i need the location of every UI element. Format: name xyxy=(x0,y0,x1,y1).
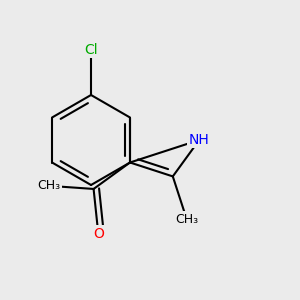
Text: NH: NH xyxy=(189,133,210,147)
Text: CH₃: CH₃ xyxy=(37,179,60,192)
Text: Cl: Cl xyxy=(84,43,98,57)
Text: O: O xyxy=(93,227,104,241)
Text: CH₃: CH₃ xyxy=(175,213,198,226)
